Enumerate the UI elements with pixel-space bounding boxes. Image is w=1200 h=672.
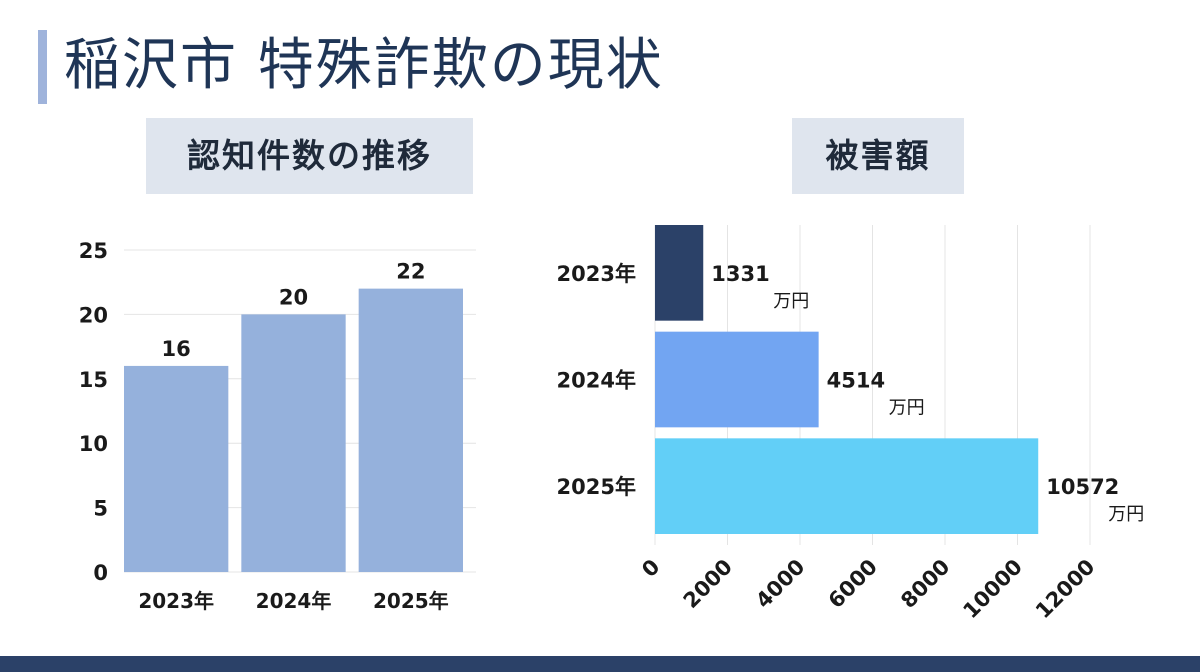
x-tick-label: 12000 (1031, 555, 1100, 624)
bar-value-label: 20 (279, 285, 308, 309)
y-tick-label: 2025年 (557, 475, 636, 499)
bar-value-label: 22 (396, 260, 425, 284)
x-tick-label: 10000 (958, 555, 1027, 624)
count-bar-chart: 0 5 10 15 20 25 16 2023年 20 2024年 22 2025年 (79, 239, 476, 613)
y-tick-label: 0 (93, 561, 108, 585)
y-tick-label: 2023年 (557, 262, 636, 286)
bar-value-label: 16 (162, 337, 191, 361)
bar-unit-label: 万円 (889, 398, 925, 419)
bar (655, 225, 704, 321)
bar (358, 288, 463, 572)
x-tick-label: 2000 (679, 555, 737, 613)
bar-value-label: 4514 (827, 369, 885, 393)
x-tick-label: 0 (637, 555, 664, 582)
y-tick-label: 15 (79, 368, 108, 392)
bar (655, 438, 1039, 534)
y-tick-label: 5 (93, 497, 108, 521)
x-tick-label: 4000 (751, 555, 809, 613)
damage-chart-label: 被害額 (792, 118, 964, 194)
y-tick-label: 20 (79, 303, 108, 327)
x-tick-label: 2024年 (256, 589, 332, 613)
x-tick-label: 2025年 (373, 589, 449, 613)
title-accent-bar (38, 30, 47, 104)
bar-unit-label: 万円 (773, 291, 809, 312)
y-tick-label: 2024年 (557, 369, 636, 393)
y-tick-label: 25 (79, 239, 108, 263)
bar (124, 365, 229, 572)
page-title: 稲沢市 特殊詐欺の現状 (64, 33, 664, 98)
x-tick-label: 6000 (824, 555, 882, 613)
bar-unit-label: 万円 (1108, 504, 1144, 525)
bar-value-label: 10572 (1046, 475, 1119, 499)
footer-bar (0, 656, 1200, 672)
bar (655, 331, 819, 428)
count-chart-label: 認知件数の推移 (146, 118, 473, 194)
bar-value-label: 1331 (711, 262, 769, 286)
x-tick-label: 2023年 (138, 589, 214, 613)
bar (241, 314, 346, 572)
x-tick-label: 8000 (896, 555, 954, 613)
y-tick-label: 10 (79, 432, 108, 456)
